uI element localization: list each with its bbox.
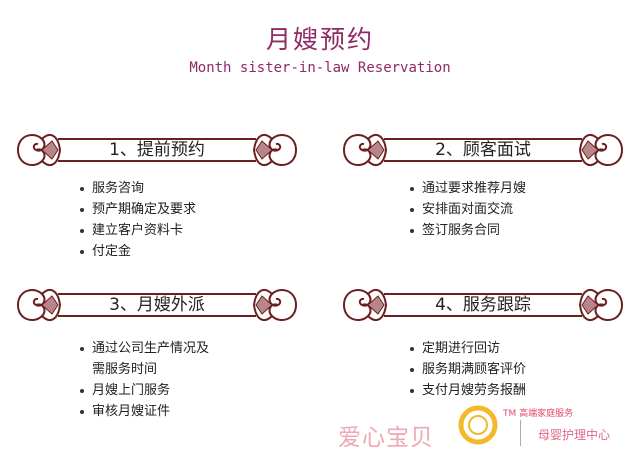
step-banner-3: 3、月嫂外派: [12, 280, 302, 330]
step-list-3: 通过公司生产情况及 需服务时间 月嫂上门服务 审核月嫂证件: [78, 338, 209, 422]
list-item: 通过要求推荐月嫂: [408, 178, 526, 199]
list-item: 审核月嫂证件: [78, 401, 209, 422]
brand-name: 爱心宝贝: [338, 425, 434, 451]
list-item: 付定金: [78, 241, 196, 262]
page-subtitle: Month sister-in-law Reservation: [189, 60, 451, 76]
list-item: 建立客户资料卡: [78, 220, 196, 241]
list-item: 预产期确定及要求: [78, 199, 196, 220]
ornament-frame-icon: [343, 134, 623, 166]
list-item: 签订服务合同: [408, 220, 526, 241]
step-list-4: 定期进行回访 服务期满顾客评价 支付月嫂劳务报酬: [408, 338, 526, 401]
list-item: 支付月嫂劳务报酬: [408, 380, 526, 401]
step-label: 3、月嫂外派: [109, 295, 205, 315]
ornament-frame-icon: [343, 289, 623, 321]
step-banner-2: 2、顾客面试: [338, 125, 628, 175]
step-list-1: 服务咨询 预产期确定及要求 建立客户资料卡 付定金: [78, 178, 196, 262]
list-item: 服务期满顾客评价: [408, 359, 526, 380]
step-banner-4: 4、服务跟踪: [338, 280, 628, 330]
brand-logo-icon: [458, 405, 498, 445]
ornament-frame-icon: [17, 289, 297, 321]
list-item: 月嫂上门服务: [78, 380, 209, 401]
list-item: 需服务时间: [92, 362, 158, 377]
brand-service: 母婴护理中心: [538, 428, 611, 442]
list-item: 安排面对面交流: [408, 199, 526, 220]
list-item: 定期进行回访: [408, 338, 526, 359]
step-list-2: 通过要求推荐月嫂 安排面对面交流 签订服务合同: [408, 178, 526, 241]
step-label: 4、服务跟踪: [435, 295, 531, 315]
ornament-frame-icon: [17, 134, 297, 166]
list-item: 通过公司生产情况及: [78, 338, 209, 359]
step-label: 2、顾客面试: [435, 140, 531, 160]
divider: [520, 420, 521, 446]
step-banner-1: 1、提前预约: [12, 125, 302, 175]
brand-tagline: TM 高端家庭服务: [503, 409, 574, 419]
page-title: 月嫂预约: [265, 25, 374, 54]
list-item: 服务咨询: [78, 178, 196, 199]
step-label: 1、提前预约: [109, 140, 205, 160]
